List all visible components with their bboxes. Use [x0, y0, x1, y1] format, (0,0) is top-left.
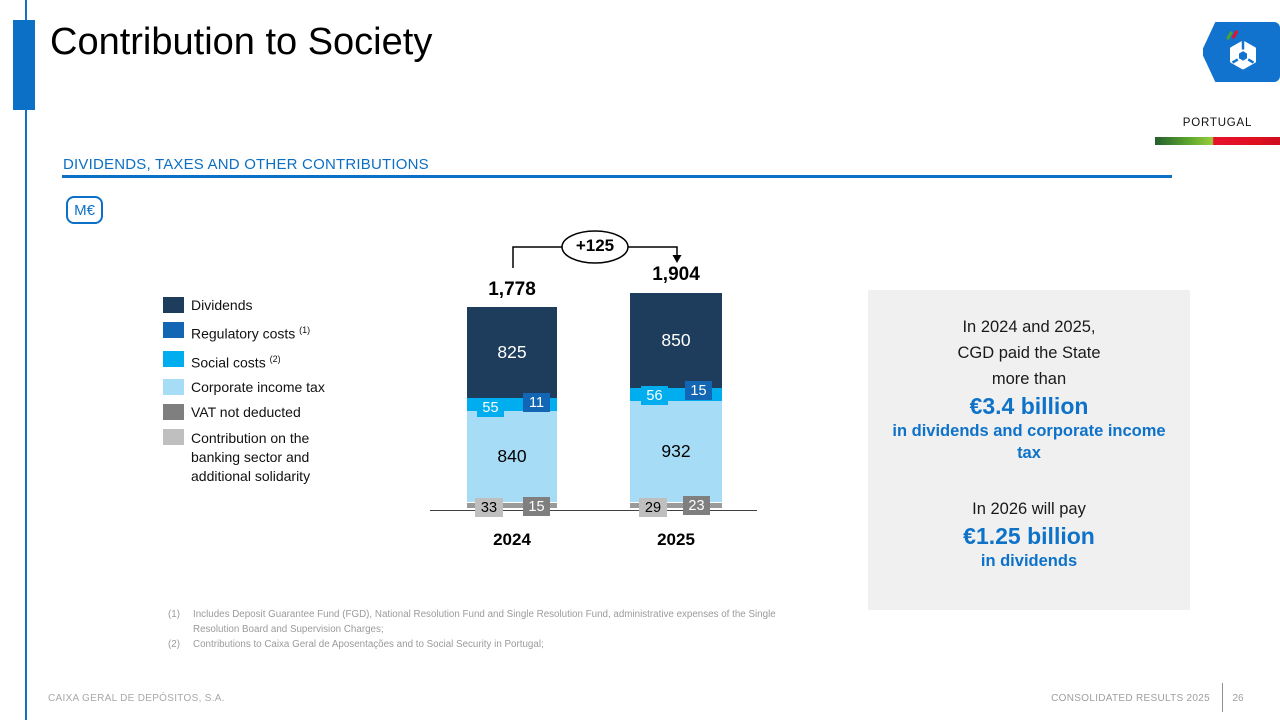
highlight-panel: In 2024 and 2025, CGD paid the State mor… [868, 290, 1190, 610]
legend-item-corporate-income-tax: Corporate income tax [163, 379, 341, 396]
callout-regulatory-costs-2025: 15 [685, 381, 712, 400]
legend-swatch [163, 379, 184, 396]
footer-company: CAIXA GERAL DE DEPÓSITOS, S.A. [48, 693, 225, 704]
page-number: 26 [1232, 693, 1244, 704]
chart-legend: Dividends Regulatory costs (1) Social co… [163, 297, 341, 494]
category-label-2025: 2025 [657, 530, 695, 549]
legend-swatch [163, 404, 184, 421]
segment-bottom-band-2025 [630, 503, 722, 508]
portugal-flag-bar [1155, 137, 1280, 145]
footer-separator [1222, 683, 1223, 712]
callout-vat-2025: 23 [683, 496, 710, 515]
segment-corporate-income-tax-2025: 932 [630, 401, 722, 502]
legend-item-dividends: Dividends [163, 297, 341, 314]
delta-bracket [512, 230, 682, 268]
panel-line: CGD paid the State [957, 344, 1101, 362]
footer-report-title: CONSOLIDATED RESULTS 2025 [1051, 693, 1210, 704]
callout-vat-2024: 15 [523, 497, 550, 516]
panel-amount-description: in dividends [980, 552, 1078, 570]
footnote-number: (1) [168, 609, 180, 620]
legend-label: Corporate income tax [191, 379, 325, 396]
legend-label: VAT not deducted [191, 404, 301, 421]
panel-amount-3-4-billion: €3.4 billion [969, 393, 1089, 419]
panel-amount-description: in dividends and corporate income tax [892, 422, 1166, 462]
footnote-2: (2) Contributions to Caixa Geral de Apos… [168, 637, 808, 652]
legend-label: Contribution on the banking sector and a… [191, 430, 311, 485]
legend-label: Social costs [191, 354, 266, 371]
callout-banking-contribution-2024: 33 [475, 498, 503, 517]
callout-social-costs-2024: 55 [477, 398, 504, 417]
stacked-bar-chart: +125 1,778 1,904 825 840 55 11 33 15 850… [420, 225, 780, 565]
legend-swatch [163, 297, 184, 313]
callout-social-costs-2025: 56 [641, 386, 668, 405]
segment-dividends-2024: 825 [467, 307, 557, 398]
legend-swatch [163, 350, 184, 367]
footnotes: (1) Includes Deposit Guarantee Fund (FGD… [168, 607, 808, 652]
x-axis-line [430, 510, 757, 511]
legend-item-banking-sector-contribution: Contribution on the banking sector and a… [163, 429, 341, 486]
section-underline [62, 175, 1172, 178]
callout-banking-contribution-2025: 29 [639, 498, 667, 517]
legend-item-social-costs: Social costs (2) [163, 350, 341, 372]
bar-total-2025: 1,904 [652, 264, 700, 285]
legend-swatch [163, 322, 184, 338]
legend-label: Dividends [191, 297, 253, 313]
cgd-emblem-icon [1226, 30, 1256, 70]
footnote-marker: (2) [269, 353, 281, 364]
delta-label: +125 [575, 236, 615, 255]
panel-spacer [868, 464, 1190, 496]
left-vertical-rule [25, 0, 27, 720]
left-accent-block [13, 20, 35, 110]
page-title: Contribution to Society [50, 21, 433, 63]
legend-label: Regulatory costs [191, 325, 296, 342]
category-label-2024: 2024 [493, 530, 531, 549]
delta-ellipse [561, 230, 629, 264]
callout-regulatory-costs-2024: 11 [523, 393, 550, 412]
footnote-text: Includes Deposit Guarantee Fund (FGD), N… [193, 609, 776, 635]
cgd-logo [1203, 22, 1280, 82]
panel-line: more than [991, 370, 1067, 388]
footnote-marker: (1) [299, 325, 311, 335]
segment-bottom-band-2024 [467, 503, 557, 508]
panel-line: In 2024 and 2025, [962, 318, 1096, 336]
panel-line: In 2026 will pay [972, 500, 1086, 518]
footnote-text: Contributions to Caixa Geral de Aposenta… [193, 639, 544, 650]
segment-corporate-income-tax-2024: 840 [467, 411, 557, 502]
bar-total-2024: 1,778 [488, 279, 536, 300]
segment-dividends-2025: 850 [630, 293, 722, 388]
section-heading: DIVIDENDS, TAXES AND OTHER CONTRIBUTIONS [63, 156, 429, 173]
region-label: PORTUGAL [1182, 117, 1253, 129]
legend-swatch [163, 429, 184, 446]
panel-amount-1-25-billion: €1.25 billion [963, 523, 1095, 549]
legend-item-vat-not-deducted: VAT not deducted [163, 404, 341, 421]
footnote-number: (2) [168, 639, 180, 650]
legend-item-regulatory-costs: Regulatory costs (1) [163, 322, 341, 343]
footnote-1: (1) Includes Deposit Guarantee Fund (FGD… [168, 607, 808, 637]
arrow-head [672, 255, 682, 263]
unit-badge: M€ [66, 196, 103, 224]
